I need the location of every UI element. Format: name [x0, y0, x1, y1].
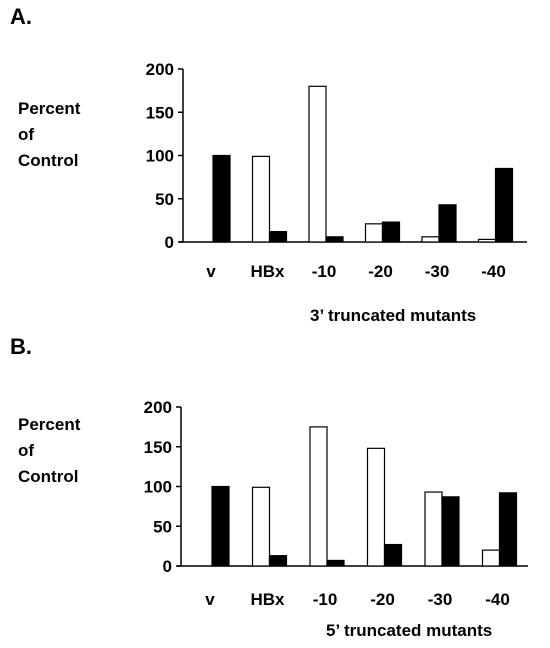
white-bar	[421, 236, 440, 243]
x-tick-label: v	[206, 262, 216, 281]
y-tick-label: 100	[146, 147, 174, 166]
white-bar	[481, 549, 501, 567]
white-bar	[366, 447, 386, 567]
black-bar	[268, 231, 288, 243]
bar-chart-b: 0 50 100 150 200 v HBx -10 -20 -30 -40	[144, 398, 528, 609]
x-tick-label: -20	[370, 590, 395, 609]
black-bar	[498, 492, 518, 567]
y-tick-label: 200	[146, 60, 174, 79]
y-tick-label: 50	[153, 517, 172, 536]
black-bar	[326, 559, 345, 567]
white-bar	[251, 155, 271, 243]
black-bar	[212, 154, 231, 243]
white-bar	[251, 486, 271, 567]
panel-label: A.	[10, 4, 32, 29]
black-bar	[494, 167, 514, 243]
x-tick-label: -30	[428, 590, 453, 609]
panel-b: B. Percent of Control 0 50 100 150 200 v HBx -1…	[0, 330, 550, 648]
black-bar	[441, 496, 460, 567]
black-bar	[381, 221, 401, 243]
white-bar	[309, 426, 328, 567]
black-bar	[268, 555, 288, 567]
x-tick-label: v	[205, 590, 215, 609]
x-axis-title: 3’ truncated mutants	[310, 306, 477, 325]
y-axis-label-line: Percent	[18, 99, 81, 118]
black-bar	[211, 485, 230, 567]
x-axis-title: 5’ truncated mutants	[326, 621, 493, 640]
panel-a: A. Percent of Control 0 50 100 150 200 v HBx -1…	[10, 4, 527, 325]
x-tick-label: -10	[313, 590, 338, 609]
y-tick-label: 100	[144, 478, 172, 497]
y-axis-label-line: Control	[18, 151, 79, 170]
white-bar	[477, 238, 497, 243]
white-bar	[308, 85, 327, 243]
panel-label: B.	[10, 334, 32, 359]
white-bar	[424, 491, 443, 567]
black-bar	[438, 204, 457, 243]
y-axis-label-line: of	[18, 125, 35, 144]
x-tick-label: -40	[481, 262, 506, 281]
x-tick-label: HBx	[250, 262, 285, 281]
x-tick-label: -10	[312, 262, 337, 281]
y-axis-label-line: Control	[18, 467, 79, 486]
x-tick-label: -40	[485, 590, 510, 609]
x-tick-label: HBx	[250, 590, 285, 609]
y-tick-label: 0	[163, 557, 172, 576]
x-tick-label: -20	[368, 262, 393, 281]
y-axis-label: Percent of Control	[18, 96, 80, 174]
black-bar	[325, 236, 344, 243]
y-tick-label: 0	[165, 233, 174, 252]
y-tick-label: 200	[144, 398, 172, 417]
y-axis-label: Percent of Control	[18, 412, 80, 490]
bar-chart-a: 0 50 100 150 200 v HBx -10 -20 -30 -40	[146, 60, 527, 281]
white-bar	[364, 223, 384, 243]
y-tick-label: 50	[155, 190, 174, 209]
y-tick-label: 150	[144, 438, 172, 457]
y-axis-label-line: of	[18, 441, 35, 460]
y-tick-label: 150	[146, 103, 174, 122]
x-tick-label: -30	[425, 262, 450, 281]
black-bar	[383, 543, 403, 567]
y-axis-label-line: Percent	[18, 415, 81, 434]
